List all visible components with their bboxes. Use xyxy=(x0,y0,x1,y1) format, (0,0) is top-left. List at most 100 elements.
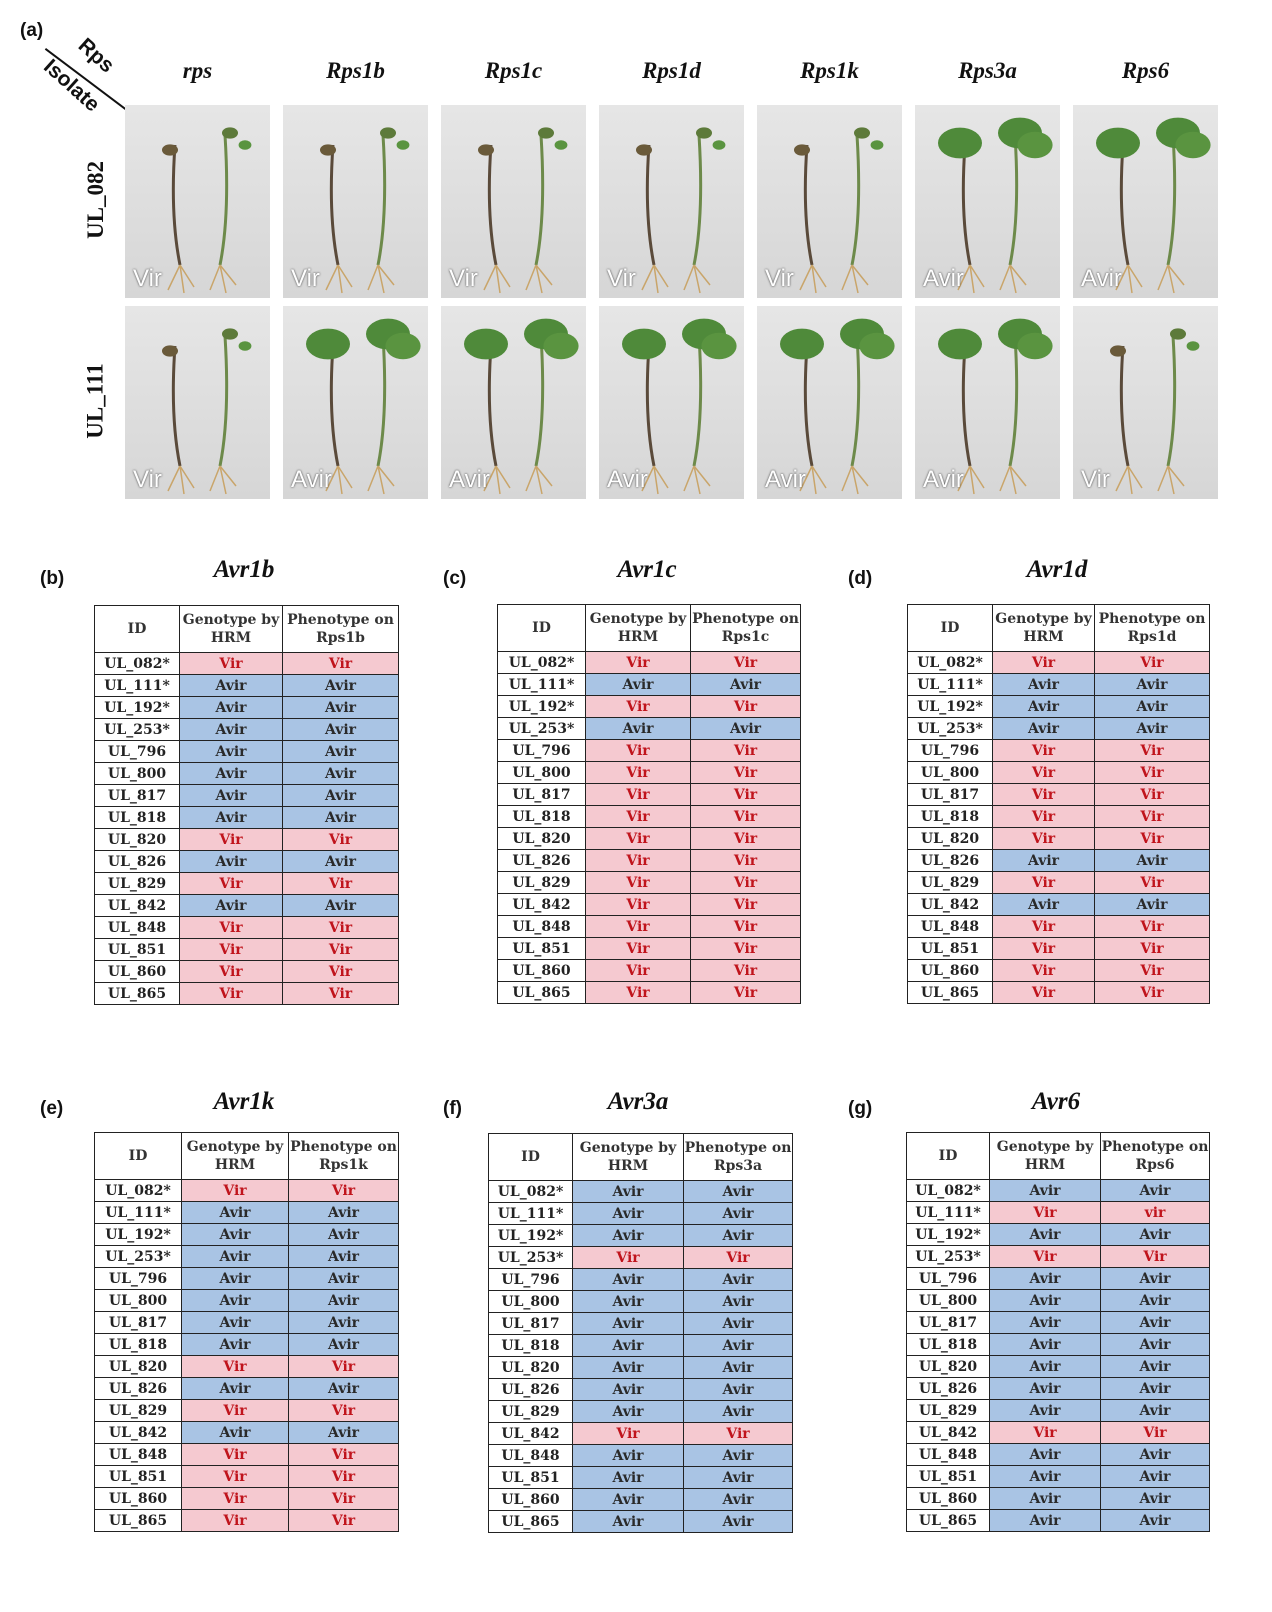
isolate-id-cell: UL_253* xyxy=(488,1246,573,1269)
phenotype-cell: Avir xyxy=(690,673,801,696)
isolate-id-cell: UL_800 xyxy=(907,761,993,784)
isolate-id-cell: UL_192* xyxy=(488,1224,573,1247)
isolate-id-cell: UL_111* xyxy=(907,673,993,696)
phenotype-label-vir: Vir xyxy=(133,265,162,292)
phenotype-cell: Avir xyxy=(1100,1443,1210,1466)
phenotype-cell: Avir xyxy=(1100,1223,1210,1246)
genotype-cell: Avir xyxy=(989,1223,1101,1246)
isolate-id-cell: UL_818 xyxy=(94,806,180,829)
phenotype-label-vir: Vir xyxy=(607,265,636,292)
phenotype-cell: Vir xyxy=(690,651,801,674)
isolate-id-cell: UL_082* xyxy=(94,652,180,675)
phenotype-cell: Vir xyxy=(282,652,399,675)
table-row: UL_826 Vir Vir xyxy=(497,849,801,872)
table-row: UL_192* Avir Avir xyxy=(94,696,399,719)
table-row: UL_818 Vir Vir xyxy=(497,805,801,828)
phenotype-cell: Avir xyxy=(282,784,399,807)
genotype-cell: Vir xyxy=(179,982,283,1005)
phenotype-cell: Vir xyxy=(282,828,399,851)
phenotype-cell: Vir xyxy=(282,916,399,939)
isolate-id-cell: UL_860 xyxy=(488,1488,573,1511)
table-row: UL_865 Vir Vir xyxy=(94,1509,399,1532)
genotype-cell: Avir xyxy=(989,1487,1101,1510)
isolate-id-cell: UL_842 xyxy=(907,893,993,916)
genotype-cell: Avir xyxy=(181,1267,289,1290)
table-row: UL_865 Vir Vir xyxy=(907,981,1210,1004)
phenotype-cell: Avir xyxy=(683,1510,793,1533)
genotype-cell: Avir xyxy=(572,1312,684,1335)
genotype-cell: Avir xyxy=(572,1224,684,1247)
phenotype-cell: Vir xyxy=(690,827,801,850)
genotype-cell: Vir xyxy=(585,827,691,850)
isolate-id-cell: UL_253* xyxy=(906,1245,990,1268)
table-row: UL_192* Avir Avir xyxy=(906,1223,1210,1246)
genotype-cell: Avir xyxy=(572,1510,684,1533)
table-row: UL_851 Vir Vir xyxy=(94,1465,399,1488)
genotype-cell: Vir xyxy=(585,871,691,894)
isolate-id-cell: UL_818 xyxy=(907,805,993,828)
table-row: UL_829 Avir Avir xyxy=(488,1400,793,1423)
table-row: UL_192* Avir Avir xyxy=(907,695,1210,718)
table-row: UL_796 Avir Avir xyxy=(94,740,399,763)
phenotype-cell: Avir xyxy=(683,1378,793,1401)
isolate-id-cell: UL_111* xyxy=(94,1201,182,1224)
phenotype-cell: Avir xyxy=(1100,1179,1210,1202)
genotype-cell: Vir xyxy=(585,805,691,828)
isolate-id-cell: UL_817 xyxy=(94,784,180,807)
column-header: Phenotype on Rps1c xyxy=(690,604,801,652)
table-row: UL_842 Vir Vir xyxy=(488,1422,793,1445)
table-Avr1b: ID Genotype by HRM Phenotype on Rps1b UL_08… xyxy=(94,605,399,1005)
table-title-Avr1c: Avr1c xyxy=(617,556,677,583)
phenotype-cell: Avir xyxy=(683,1312,793,1335)
table-title-Avr3a: Avr3a xyxy=(607,1088,669,1115)
phenotype-cell: Vir xyxy=(683,1422,793,1445)
phenotype-label-avir: Avir xyxy=(1081,265,1122,292)
plant-photo: Avir xyxy=(1073,105,1218,298)
table-title-Avr1b: Avr1b xyxy=(213,556,275,583)
isolate-id-cell: UL_842 xyxy=(94,894,180,917)
genotype-cell: Avir xyxy=(989,1465,1101,1488)
phenotype-label-vir: Vir xyxy=(765,265,794,292)
phenotype-cell: Vir xyxy=(683,1246,793,1269)
phenotype-cell: Avir xyxy=(1100,1311,1210,1334)
genotype-cell: Vir xyxy=(585,981,691,1004)
column-header: Phenotype on Rps3a xyxy=(683,1133,793,1181)
isolate-id-cell: UL_826 xyxy=(94,1377,182,1400)
header-row: ID Genotype by HRM Phenotype on Rps1k xyxy=(94,1132,399,1180)
plant-image xyxy=(636,127,726,294)
table-row: UL_851 Vir Vir xyxy=(497,937,801,960)
phenotype-cell: Avir xyxy=(1100,1355,1210,1378)
table-row: UL_865 Vir Vir xyxy=(497,981,801,1004)
isolate-id-cell: UL_820 xyxy=(94,1355,182,1378)
column-header-rps: rps xyxy=(182,58,213,83)
plant-image xyxy=(794,127,884,294)
plant-photo: Avir xyxy=(915,306,1060,499)
genotype-cell: Vir xyxy=(179,828,283,851)
phenotype-cell: Avir xyxy=(683,1268,793,1291)
column-header: Phenotype on Rps1b xyxy=(282,605,399,653)
table-row: UL_820 Avir Avir xyxy=(906,1355,1210,1378)
table-title-Avr1d: Avr1d xyxy=(1026,556,1088,583)
genotype-cell: Vir xyxy=(992,651,1095,674)
table-row: UL_829 Avir Avir xyxy=(906,1399,1210,1422)
phenotype-cell: Vir xyxy=(1094,739,1210,762)
header-row: ID Genotype by HRM Phenotype on Rps1d xyxy=(907,604,1210,652)
column-header: Phenotype on Rps1k xyxy=(288,1132,399,1180)
table-row: UL_848 Vir Vir xyxy=(94,1443,399,1466)
phenotype-cell: Avir xyxy=(1094,717,1210,740)
isolate-id-cell: UL_800 xyxy=(497,761,586,784)
isolate-id-cell: UL_851 xyxy=(907,937,993,960)
panel-label-Avr3a: (f) xyxy=(443,1098,462,1119)
header-row: ID Genotype by HRM Phenotype on Rps1b xyxy=(94,605,399,653)
isolate-id-cell: UL_800 xyxy=(488,1290,573,1313)
phenotype-label-avir: Avir xyxy=(607,466,648,493)
isolate-id-cell: UL_817 xyxy=(94,1311,182,1334)
genotype-cell: Avir xyxy=(572,1378,684,1401)
plant-image xyxy=(320,127,410,294)
table-row: UL_829 Vir Vir xyxy=(94,872,399,895)
phenotype-label-vir: Vir xyxy=(449,265,478,292)
isolate-id-cell: UL_865 xyxy=(907,981,993,1004)
isolate-id-cell: UL_796 xyxy=(497,739,586,762)
isolate-id-cell: UL_829 xyxy=(94,872,180,895)
phenotype-cell: Vir xyxy=(282,982,399,1005)
